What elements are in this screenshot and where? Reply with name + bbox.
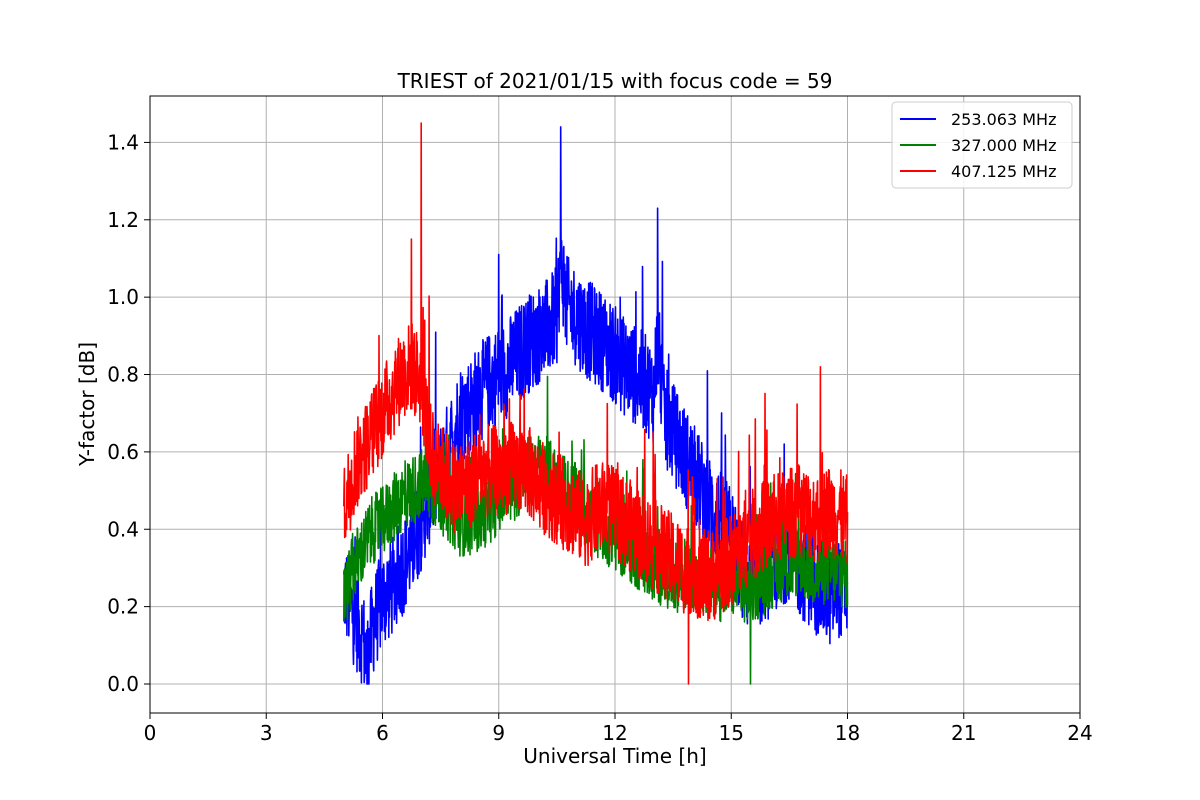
x-tick-label: 6	[376, 721, 389, 745]
chart-title: TRIEST of 2021/01/15 with focus code = 5…	[397, 69, 833, 93]
y-axis-label: Y-factor [dB]	[75, 342, 99, 467]
x-tick-label: 3	[260, 721, 273, 745]
y-tick-label: 1.0	[107, 285, 139, 309]
y-tick-label: 0.2	[107, 595, 139, 619]
y-axis-ticks: 0.0 0.2 0.4 0.6 0.8 1.0 1.2 1.4	[107, 130, 150, 696]
legend-label: 327.000 MHz	[951, 136, 1056, 155]
y-tick-label: 0.8	[107, 363, 139, 387]
x-axis-ticks: 0 3 6 9 12 15 18 21 24	[144, 713, 1093, 745]
y-tick-label: 0.0	[107, 672, 139, 696]
legend-label: 253.063 MHz	[951, 110, 1056, 129]
legend-box	[891, 101, 1073, 189]
series-line-3	[343, 122, 849, 685]
y-tick-label: 0.6	[107, 440, 139, 464]
x-tick-label: 24	[1067, 721, 1092, 745]
y-tick-label: 1.2	[107, 208, 139, 232]
series-layer	[343, 122, 849, 685]
y-tick-label: 0.4	[107, 517, 139, 541]
x-tick-label: 15	[719, 721, 744, 745]
legend-label: 407.125 MHz	[951, 162, 1056, 181]
x-tick-label: 18	[835, 721, 860, 745]
x-tick-label: 9	[492, 721, 505, 745]
x-tick-label: 0	[144, 721, 157, 745]
x-tick-label: 21	[951, 721, 976, 745]
y-tick-label: 1.4	[107, 130, 139, 154]
plot-area	[343, 122, 849, 685]
legend: 253.063 MHz 327.000 MHz 407.125 MHz	[891, 101, 1073, 189]
x-tick-label: 12	[602, 721, 627, 745]
x-axis-label: Universal Time [h]	[523, 744, 706, 768]
